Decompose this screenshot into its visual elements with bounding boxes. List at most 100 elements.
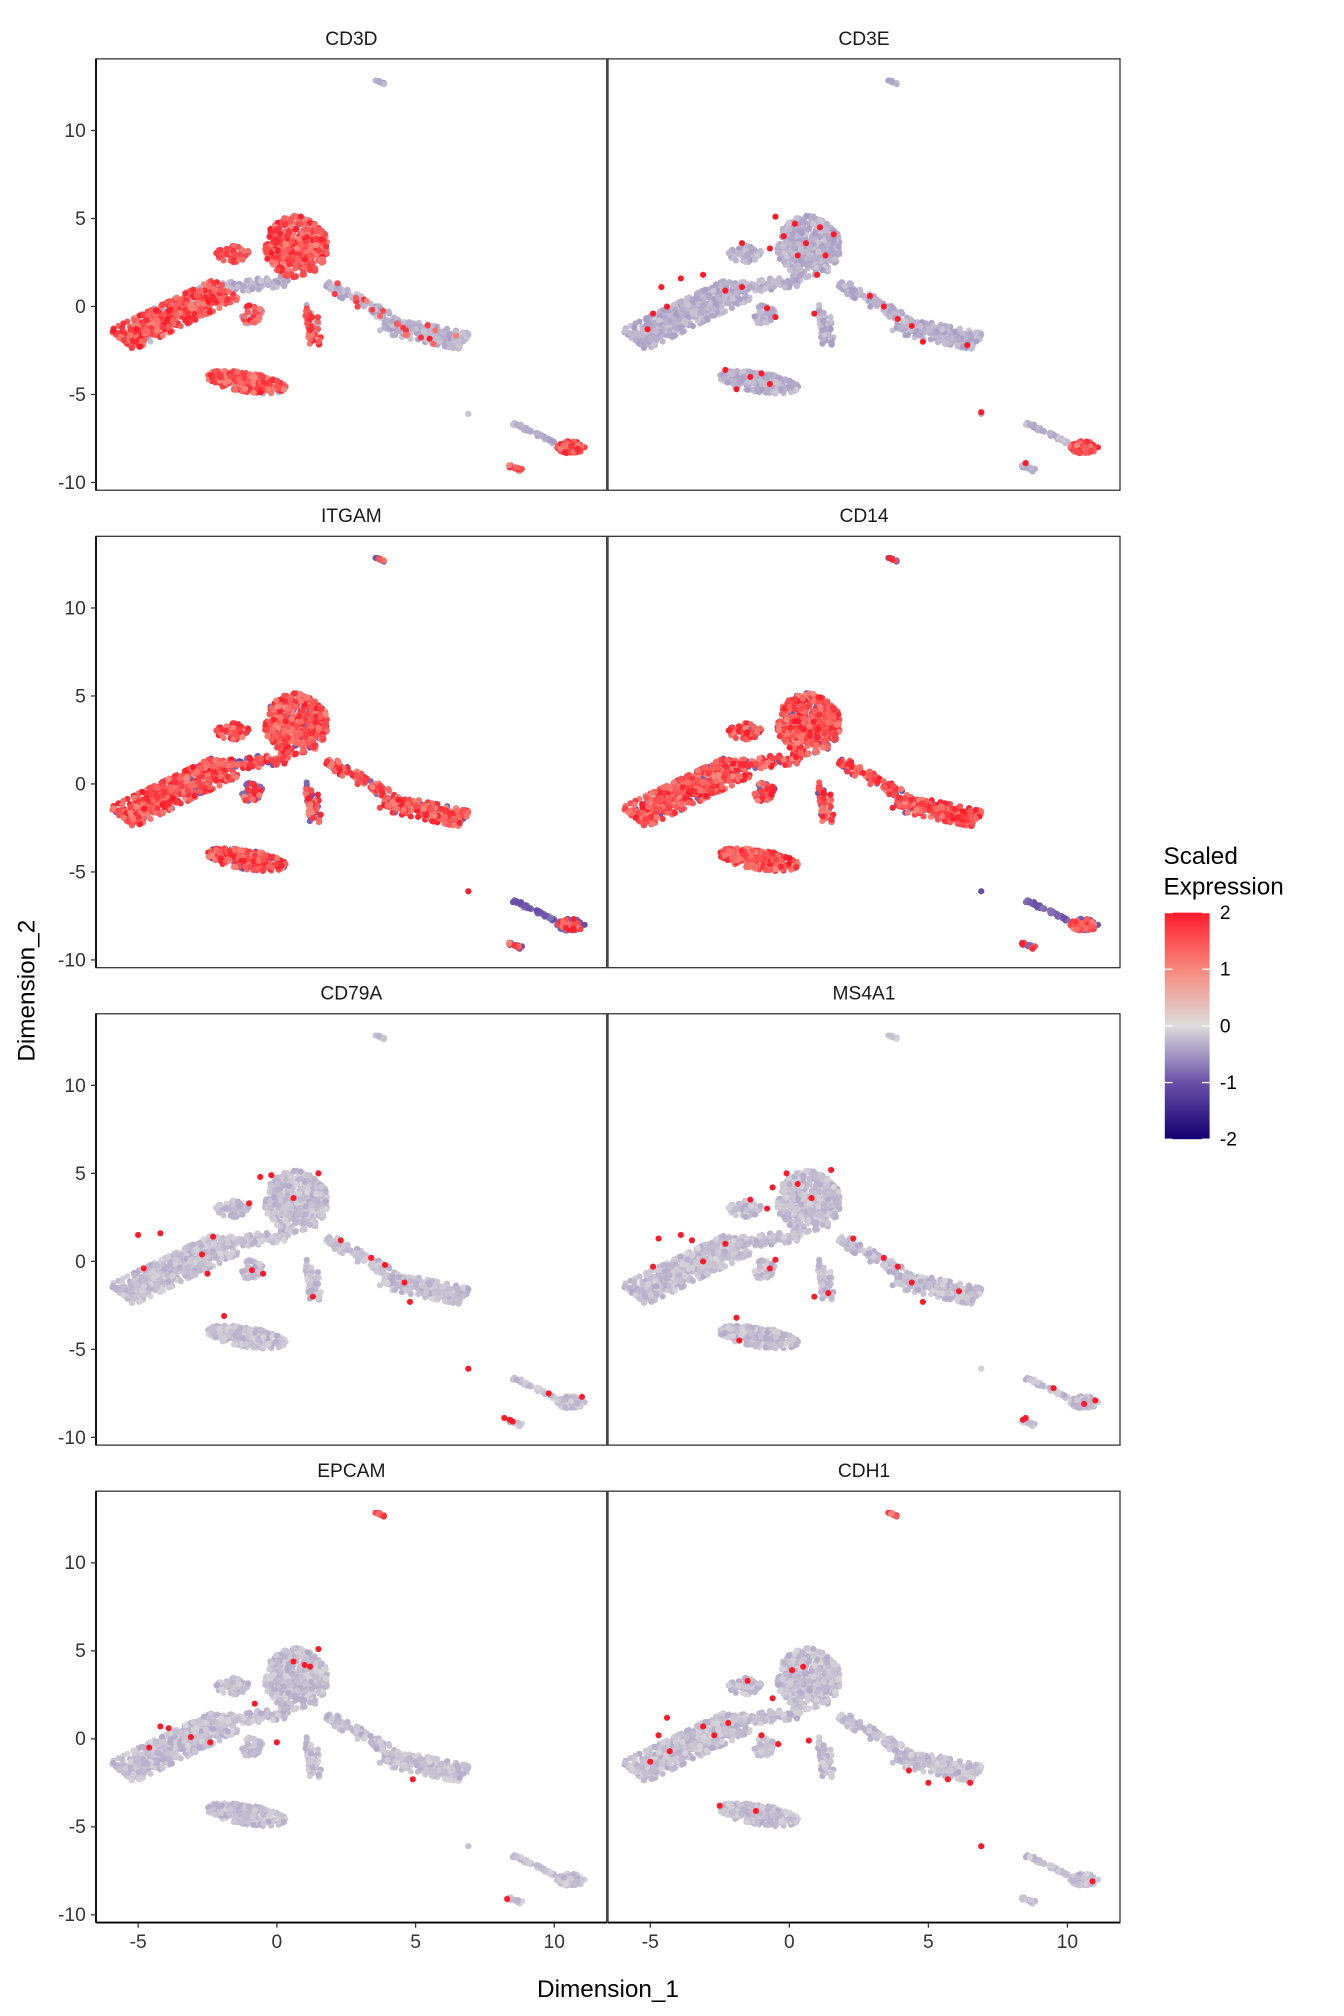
cell-point <box>202 294 209 301</box>
cell-point <box>808 235 815 242</box>
cell-point <box>679 306 686 313</box>
cell-point <box>292 226 300 233</box>
cell-point <box>167 328 174 335</box>
panel-title: CD3D <box>325 29 377 50</box>
cell-point <box>224 296 231 303</box>
cell-point <box>533 907 540 914</box>
cell-point <box>783 239 790 246</box>
cell-point <box>251 374 259 382</box>
cell-point <box>369 306 376 313</box>
panel-title: ITGAM <box>321 506 382 527</box>
cell-point <box>182 290 189 297</box>
cell-point <box>681 317 689 324</box>
cell-point <box>757 308 764 316</box>
cell-point <box>217 295 224 302</box>
cell-point <box>385 308 392 315</box>
cell-point <box>785 219 792 227</box>
cell-point <box>205 282 213 290</box>
cell-point <box>718 306 725 313</box>
cell-point <box>432 327 439 334</box>
cell-point <box>288 238 296 245</box>
cell-point <box>786 267 793 274</box>
panel-cd3e: CD3E <box>607 29 1121 491</box>
cell-point <box>315 338 322 345</box>
cell-point <box>823 222 831 229</box>
cell-point <box>708 312 716 319</box>
cell-point <box>702 286 709 293</box>
cell-point <box>171 772 178 780</box>
cell-point <box>713 281 720 288</box>
cell-point <box>742 258 749 266</box>
cell-point <box>772 213 779 220</box>
cell-point <box>547 437 554 444</box>
cell-point <box>460 338 467 345</box>
cell-point <box>243 277 250 285</box>
cell-point <box>811 310 818 317</box>
cell-point <box>232 386 239 393</box>
cell-point <box>257 389 264 396</box>
cell-point <box>722 366 729 373</box>
cell-point <box>677 323 685 330</box>
cell-point <box>128 344 135 351</box>
cell-point <box>191 315 198 322</box>
cell-point <box>939 326 946 333</box>
cell-point <box>225 762 232 769</box>
cell-point <box>268 258 275 266</box>
cell-point <box>235 243 242 250</box>
cell-point <box>513 899 520 906</box>
cell-point <box>206 783 213 791</box>
cell-point <box>120 814 127 821</box>
cell-point <box>622 327 629 334</box>
cell-point <box>677 275 684 282</box>
cell-point <box>324 280 331 287</box>
cell-point <box>311 222 318 229</box>
cell-point <box>344 286 351 293</box>
cell-point <box>300 264 308 271</box>
cell-point <box>533 429 540 436</box>
cell-point <box>297 241 305 248</box>
cell-point <box>683 295 691 302</box>
cell-point <box>229 294 236 301</box>
cell-point <box>268 279 275 286</box>
cell-point <box>274 377 281 384</box>
cell-point <box>317 236 325 243</box>
cell-point <box>131 317 138 324</box>
cell-point <box>110 327 117 334</box>
cell-point <box>205 776 212 783</box>
cell-point <box>272 761 279 768</box>
cell-point <box>294 255 301 262</box>
cell-point <box>738 284 746 291</box>
cell-point <box>526 427 533 434</box>
cell-point <box>967 330 974 337</box>
cell-point <box>803 212 810 220</box>
cell-point <box>206 308 213 316</box>
cell-point <box>721 293 729 300</box>
cell-point <box>269 284 276 291</box>
cell-point <box>242 385 249 392</box>
cell-point <box>1022 460 1029 467</box>
cell-point <box>217 773 224 780</box>
cell-point <box>700 271 707 278</box>
cell-point <box>793 386 800 393</box>
cell-point <box>198 773 205 780</box>
cell-point <box>147 338 154 345</box>
cell-point <box>191 792 198 799</box>
cell-point <box>167 306 174 313</box>
cell-point <box>816 224 824 231</box>
cell-point <box>562 449 569 456</box>
cell-point <box>655 317 663 324</box>
cell-point <box>277 230 284 237</box>
cell-point <box>964 342 971 349</box>
cell-point <box>780 233 787 240</box>
cell-point <box>184 310 191 317</box>
cell-point <box>375 78 382 85</box>
cell-point <box>814 256 821 263</box>
cell-point <box>285 246 292 253</box>
cell-point <box>810 220 817 227</box>
cell-point <box>154 327 161 334</box>
cell-point <box>190 286 197 293</box>
cell-point <box>810 241 817 248</box>
cell-point <box>787 247 794 254</box>
cell-point <box>747 243 754 250</box>
cell-point <box>412 325 420 333</box>
